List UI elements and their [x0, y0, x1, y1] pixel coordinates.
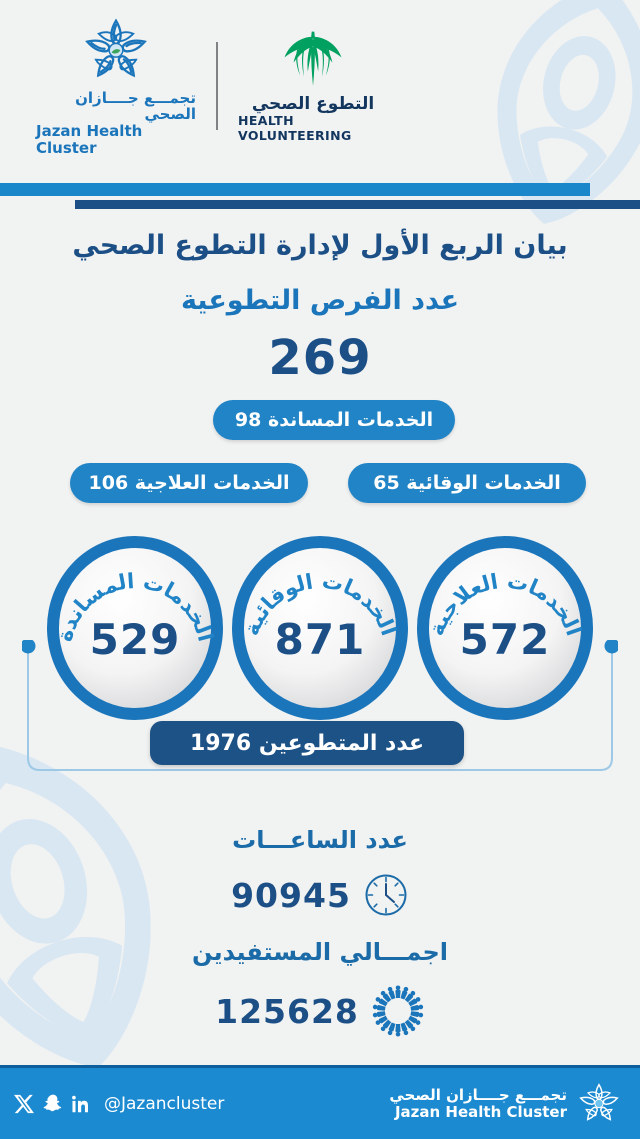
total-opportunities-value: 269 [268, 330, 372, 386]
bracket-dot-right [604, 640, 618, 654]
jazan-logo-english: Jazan Health Cluster [36, 121, 143, 157]
volunteering-logo-arabic: التطوع الصحي [251, 93, 375, 114]
header-divider [216, 42, 218, 130]
circle-curative-services[interactable]: الخدمات العلاجية 572 [413, 533, 597, 723]
linkedin-icon[interactable] [70, 1093, 92, 1115]
jazan-flower-logo-icon [579, 1082, 619, 1121]
accent-bar-dark [75, 200, 640, 209]
header: تجمـــع جــــازان الصحي Jazan Health Clu… [0, 0, 640, 172]
social-handle: @Jazancluster [104, 1093, 225, 1114]
bracket-frame [22, 640, 618, 771]
palm-tree-icon [284, 31, 342, 86]
circle-stats-group: الخدمات المساندة 529 الخدمات الوق [0, 533, 640, 723]
clock-icon [365, 874, 407, 916]
bracket-dot-left [22, 640, 36, 654]
footer-top-strip [0, 1065, 640, 1068]
circle-preventive-graphic: الخدمات الوقائية [232, 536, 408, 720]
snapchat-icon[interactable] [42, 1093, 64, 1115]
header-logos: تجمـــع جــــازان الصحي Jazan Health Clu… [36, 15, 388, 158]
footer: @Jazancluster تجمـــع جــــازان الصحي Ja… [0, 1068, 640, 1139]
hours-label: عدد الساعـــات [232, 826, 408, 854]
circle-preventive-services[interactable]: الخدمات الوقائية 871 [228, 533, 412, 723]
footer-logo-english: Jazan Health Cluster [394, 1102, 567, 1121]
beneficiaries-label: اجمـــالي المستفيدين [192, 938, 448, 966]
beneficiaries-value: 125628 [215, 991, 359, 1031]
circle-support-services[interactable]: الخدمات المساندة 529 [43, 533, 227, 723]
hours-stat-row: 90945 [0, 872, 640, 918]
circle-curative-value: 572 [459, 614, 551, 664]
jazan-logo-arabic: تجمـــع جــــازان الصحي [75, 88, 196, 124]
jazan-health-cluster-logo: تجمـــع جــــازان الصحي Jazan Health Clu… [36, 15, 196, 158]
circle-support-value: 529 [89, 614, 181, 664]
footer-logo-arabic: تجمـــع جــــازان الصحي [389, 1085, 567, 1104]
x-twitter-icon[interactable] [14, 1093, 36, 1115]
beneficiaries-stat-row: 125628 [0, 984, 640, 1038]
pill-curative-services[interactable]: الخدمات العلاجية 106 [70, 463, 308, 503]
jazan-flower-logo-icon [85, 18, 147, 78]
footer-logo: تجمـــع جــــازان الصحي Jazan Health Clu… [389, 1081, 622, 1127]
pill-preventive-services[interactable]: الخدمات الوقائية 65 [348, 463, 586, 503]
health-volunteering-logo: التطوع الصحي HEALTH VOLUNTEERING [238, 29, 388, 144]
circle-curative-graphic: الخدمات العلاجية [417, 536, 593, 720]
page-title: بيان الربع الأول لإدارة التطوع الصحي [72, 230, 568, 261]
hours-value: 90945 [231, 875, 351, 915]
pill-support-services[interactable]: الخدمات المساندة 98 [213, 400, 455, 440]
pill-volunteers-count[interactable]: عدد المتطوعين 1976 [150, 721, 464, 765]
people-sunburst-icon [372, 985, 424, 1037]
circle-preventive-value: 871 [274, 614, 366, 664]
accent-bar-light [0, 183, 590, 196]
footer-logo-text: تجمـــع جــــازان الصحي Jazan Health Clu… [389, 1085, 567, 1121]
circle-support-graphic: الخدمات المساندة [47, 536, 223, 720]
page-subtitle: عدد الفرص التطوعية [180, 285, 460, 316]
social-links[interactable]: @Jazancluster [14, 1093, 224, 1115]
volunteering-logo-english: HEALTH VOLUNTEERING [238, 113, 352, 144]
